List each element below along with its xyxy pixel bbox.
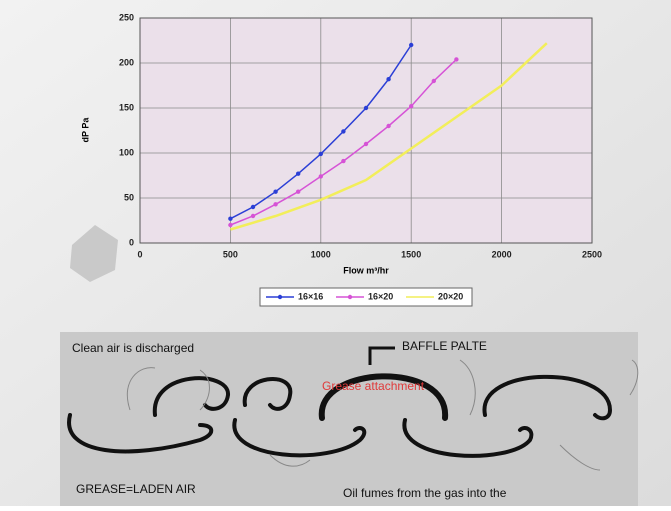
data-point [386, 123, 391, 129]
diagram-label: BAFFLE PALTE [402, 339, 487, 353]
x-tick-label: 1500 [401, 249, 421, 259]
legend-label: 16×20 [368, 291, 393, 301]
diagram-panel [60, 332, 638, 506]
y-tick-label: 200 [119, 57, 134, 67]
legend: 16×16 16×20 20×20 [266, 291, 463, 301]
baffle [232, 418, 367, 458]
airflow-arrows [126, 359, 639, 471]
data-point [250, 213, 256, 219]
data-point [454, 57, 459, 62]
callout-line [368, 346, 395, 365]
x-tick-label: 0 [137, 249, 142, 259]
plot-frame [139, 17, 593, 244]
legend-marker [277, 294, 283, 300]
baffle [402, 418, 534, 458]
plot-area [140, 18, 592, 243]
data-point [363, 105, 369, 111]
series-line [230, 42, 548, 231]
data-point [341, 129, 346, 134]
data-point [296, 189, 301, 194]
data-point [409, 42, 414, 48]
baffle [67, 413, 214, 454]
data-point [296, 171, 301, 176]
baffle [482, 374, 613, 421]
data-point [431, 78, 436, 84]
x-tick-label: 2000 [492, 249, 512, 259]
data-point [318, 151, 323, 157]
x-tick-label: 1000 [311, 249, 331, 259]
diagram-label: Clean air is discharged [72, 341, 194, 355]
y-tick-label: 0 [129, 237, 134, 247]
legend-box [259, 287, 473, 307]
x-axis-label: Flow m³/hr [343, 265, 389, 275]
y-tick-label: 50 [124, 192, 134, 202]
baffle [318, 373, 449, 421]
data-point [386, 77, 391, 82]
diagram-label: GREASE=LADEN AIR [76, 482, 196, 496]
data-point [318, 174, 323, 179]
y-tick-label: 150 [119, 102, 134, 112]
decor-shape [70, 225, 118, 282]
data-point [363, 141, 369, 147]
x-tick-label: 500 [223, 249, 238, 259]
data-point [250, 204, 256, 210]
legend-label: 20×20 [438, 291, 463, 301]
data-point [341, 158, 346, 164]
baffles [67, 373, 613, 458]
data-point [228, 216, 233, 221]
x-tick-label: 2500 [582, 249, 602, 259]
y-tick-label: 100 [119, 147, 134, 157]
data-point [409, 104, 414, 109]
diagram-label: Oil fumes from the gas into the [343, 486, 507, 500]
baffle [152, 376, 230, 417]
legend-label: 16×16 [298, 291, 323, 301]
y-axis-label: dP Pa [80, 117, 90, 143]
y-tick-label: 250 [119, 12, 134, 22]
data-point [228, 222, 233, 228]
data-point [273, 202, 278, 207]
diagram-label: Grease attachment [322, 379, 425, 393]
baffle [242, 377, 293, 411]
data-point [273, 189, 278, 194]
legend-marker [347, 294, 353, 300]
